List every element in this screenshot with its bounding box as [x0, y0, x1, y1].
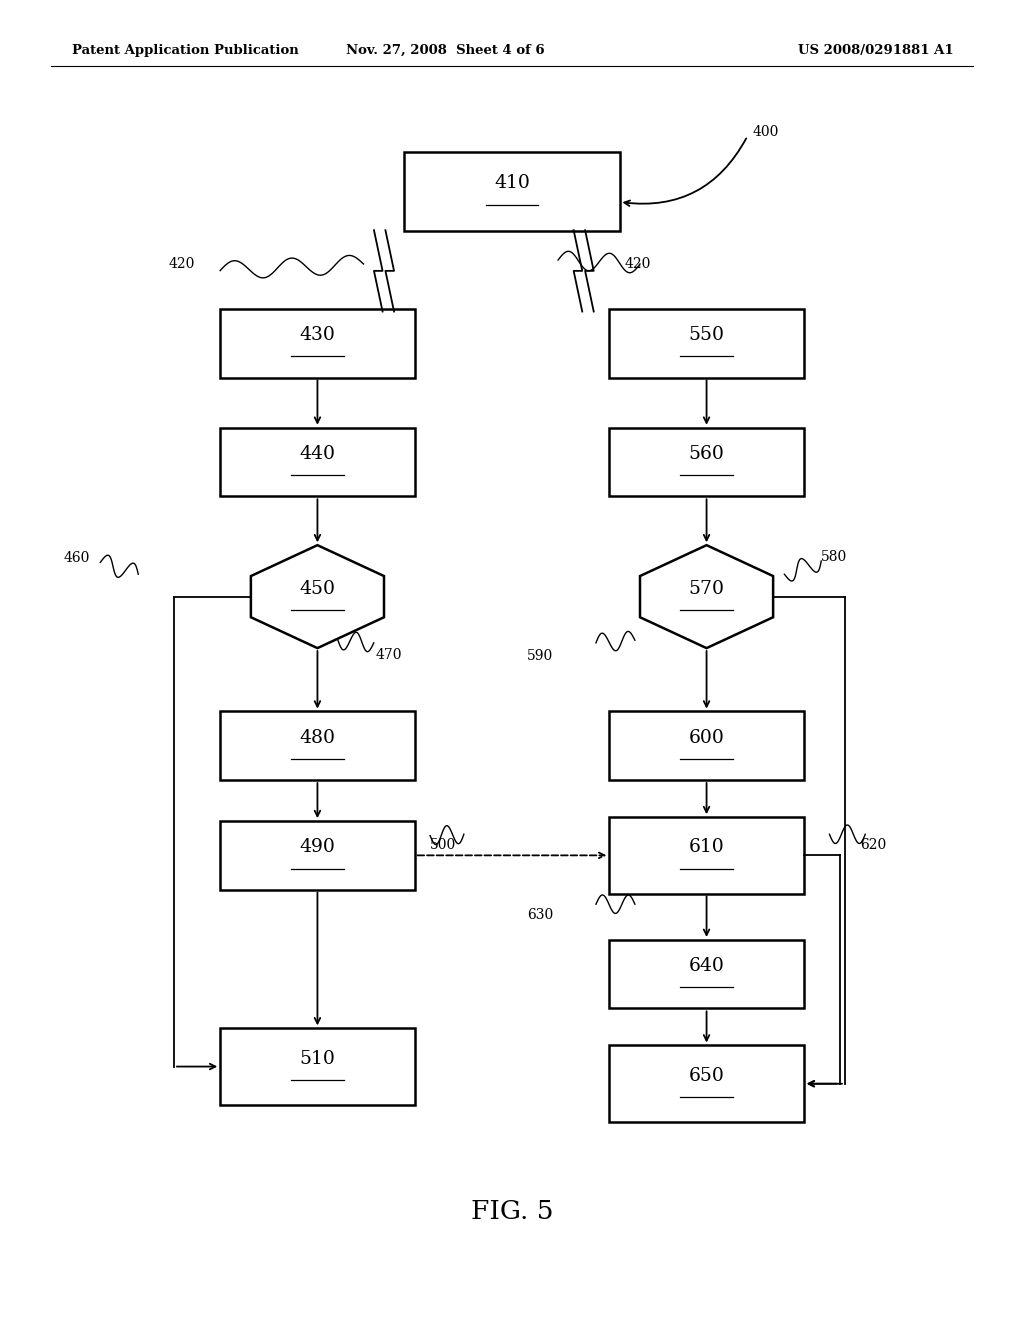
Text: 600: 600 [688, 729, 725, 747]
Bar [220, 428, 415, 496]
Bar [609, 428, 804, 496]
Bar [609, 711, 804, 780]
Text: 560: 560 [688, 445, 725, 463]
Bar [609, 309, 804, 378]
Bar [404, 152, 620, 231]
Text: 490: 490 [299, 838, 336, 857]
Text: 460: 460 [63, 552, 90, 565]
Text: 470: 470 [376, 648, 402, 661]
Text: 610: 610 [689, 838, 724, 857]
Text: 410: 410 [494, 174, 530, 193]
Text: 650: 650 [688, 1067, 725, 1085]
Bar [220, 1028, 415, 1105]
Text: Patent Application Publication: Patent Application Publication [72, 44, 298, 57]
Text: 440: 440 [299, 445, 336, 463]
Text: 620: 620 [860, 838, 887, 851]
Text: FIG. 5: FIG. 5 [471, 1200, 553, 1224]
Text: 550: 550 [688, 326, 725, 345]
Text: 400: 400 [753, 125, 779, 139]
Text: 510: 510 [299, 1049, 336, 1068]
Bar [609, 1045, 804, 1122]
Bar [220, 711, 415, 780]
Text: 430: 430 [299, 326, 336, 345]
Text: 500: 500 [430, 838, 457, 851]
Text: 480: 480 [299, 729, 336, 747]
Text: 590: 590 [526, 649, 553, 663]
Bar [220, 821, 415, 890]
Text: Nov. 27, 2008  Sheet 4 of 6: Nov. 27, 2008 Sheet 4 of 6 [346, 44, 545, 57]
Text: 630: 630 [526, 908, 553, 921]
Bar [609, 940, 804, 1008]
Bar [220, 309, 415, 378]
Text: 570: 570 [688, 579, 725, 598]
Polygon shape [251, 545, 384, 648]
Text: 420: 420 [625, 257, 651, 271]
Text: 640: 640 [688, 957, 725, 975]
Text: 450: 450 [299, 579, 336, 598]
Text: 580: 580 [821, 550, 848, 564]
Polygon shape [640, 545, 773, 648]
Text: US 2008/0291881 A1: US 2008/0291881 A1 [798, 44, 953, 57]
Text: 420: 420 [169, 257, 196, 271]
Bar [609, 817, 804, 894]
